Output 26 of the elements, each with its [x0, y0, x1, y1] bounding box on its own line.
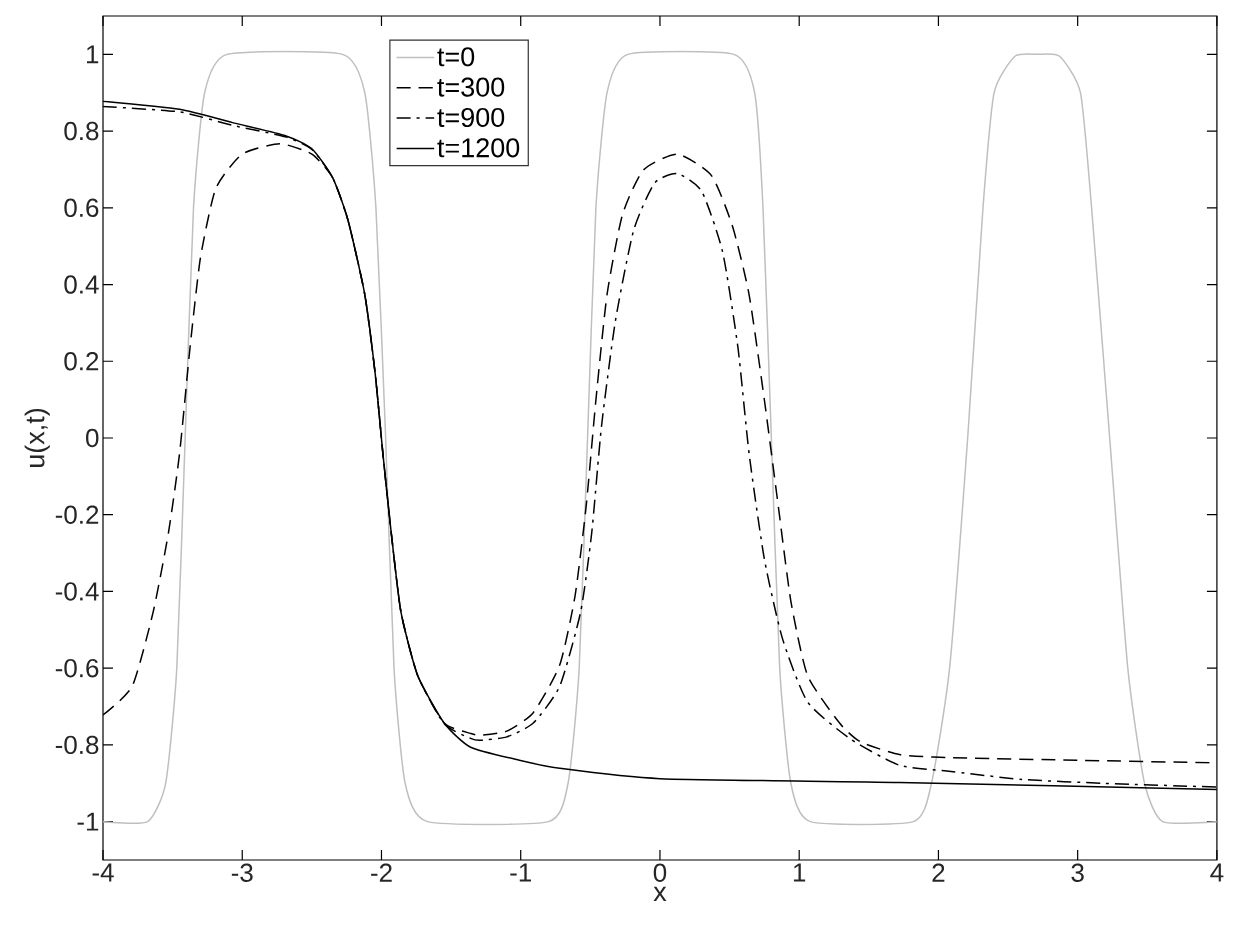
y-tick-label: 0.6 [64, 198, 99, 218]
x-axis-title: x [653, 886, 667, 902]
y-tick-label: -1 [77, 812, 99, 831]
y-tick-label: -0.6 [55, 658, 99, 678]
y-tick-label: -0.2 [55, 505, 99, 524]
legend-label: t=300 [437, 77, 505, 97]
y-tick-label: 0.8 [64, 121, 99, 141]
legend-label: t=900 [437, 107, 505, 128]
y-tick-label: -0.4 [55, 582, 99, 601]
x-tick-label: 0 [653, 863, 667, 882]
x-tick-label: -1 [510, 863, 532, 882]
y-tick-label: 0.4 [64, 275, 99, 294]
x-tick-label: 3 [1071, 863, 1084, 882]
legend-label: t=1200 [437, 138, 520, 158]
y-tick-label: -0.8 [55, 735, 99, 755]
y-tick-label: 0.2 [64, 352, 99, 371]
x-tick-label: -4 [92, 863, 114, 882]
y-tick-label: 0 [86, 428, 99, 448]
x-tick-label: 4 [1210, 863, 1224, 882]
x-tick-label: 2 [932, 863, 945, 882]
x-tick-label: -3 [231, 863, 253, 882]
legend-label: t=0 [437, 47, 475, 67]
y-axis-title: u(x,t) [24, 408, 50, 467]
y-tick-label: 1 [86, 45, 99, 64]
x-tick-label: 1 [793, 863, 806, 882]
x-tick-label: -2 [371, 863, 392, 882]
